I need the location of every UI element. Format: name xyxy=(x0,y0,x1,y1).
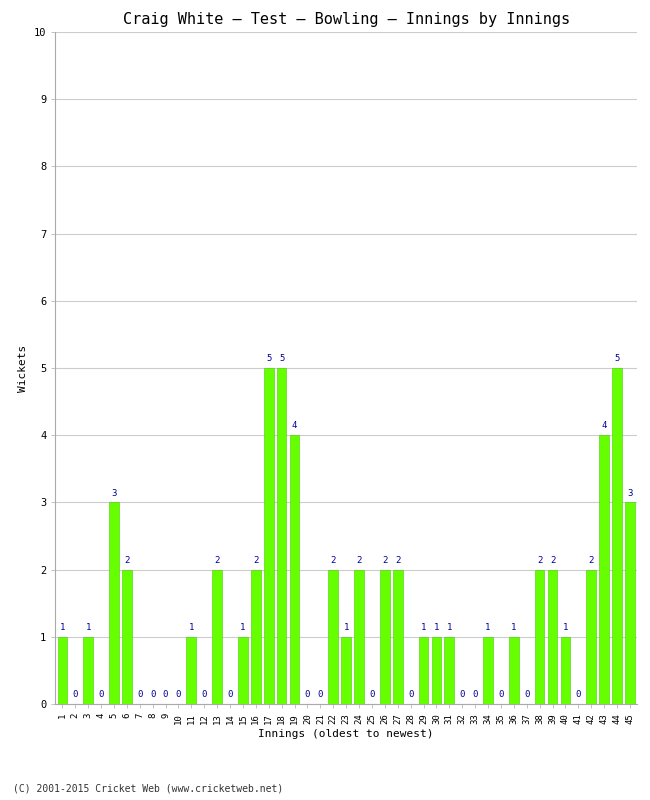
Text: 0: 0 xyxy=(524,690,529,699)
Text: 3: 3 xyxy=(627,489,632,498)
Text: 1: 1 xyxy=(563,623,568,632)
Text: 0: 0 xyxy=(150,690,155,699)
Text: 2: 2 xyxy=(356,556,361,565)
Bar xyxy=(213,570,222,704)
Bar xyxy=(548,570,557,704)
Bar xyxy=(354,570,364,704)
Text: 0: 0 xyxy=(318,690,323,699)
Text: 3: 3 xyxy=(111,489,116,498)
Text: 2: 2 xyxy=(588,556,594,565)
Bar xyxy=(560,637,570,704)
Bar xyxy=(238,637,248,704)
Bar xyxy=(290,435,300,704)
Bar xyxy=(586,570,596,704)
Bar xyxy=(380,570,389,704)
Bar xyxy=(509,637,519,704)
Text: 1: 1 xyxy=(421,623,426,632)
Text: 1: 1 xyxy=(511,623,517,632)
Text: 0: 0 xyxy=(176,690,181,699)
Text: (C) 2001-2015 Cricket Web (www.cricketweb.net): (C) 2001-2015 Cricket Web (www.cricketwe… xyxy=(13,784,283,794)
Text: 5: 5 xyxy=(279,354,284,363)
Text: 0: 0 xyxy=(305,690,310,699)
Bar xyxy=(432,637,441,704)
Bar xyxy=(625,502,635,704)
Bar xyxy=(264,368,274,704)
Text: 2: 2 xyxy=(395,556,400,565)
Text: 1: 1 xyxy=(240,623,246,632)
Bar xyxy=(612,368,622,704)
Text: 2: 2 xyxy=(253,556,259,565)
Bar xyxy=(57,637,67,704)
Bar xyxy=(109,502,119,704)
Y-axis label: Wickets: Wickets xyxy=(18,344,28,392)
Bar xyxy=(393,570,402,704)
Text: 0: 0 xyxy=(227,690,233,699)
Text: 0: 0 xyxy=(137,690,142,699)
Bar xyxy=(187,637,196,704)
Text: 0: 0 xyxy=(460,690,465,699)
Text: 1: 1 xyxy=(447,623,452,632)
Bar xyxy=(535,570,545,704)
Bar xyxy=(483,637,493,704)
Text: 5: 5 xyxy=(266,354,272,363)
Text: 4: 4 xyxy=(292,422,297,430)
Text: 0: 0 xyxy=(369,690,374,699)
Bar xyxy=(328,570,338,704)
Bar xyxy=(277,368,287,704)
Text: 2: 2 xyxy=(214,556,220,565)
Text: 0: 0 xyxy=(98,690,104,699)
Text: 0: 0 xyxy=(499,690,504,699)
Text: 4: 4 xyxy=(601,422,607,430)
Text: 2: 2 xyxy=(537,556,542,565)
Text: 2: 2 xyxy=(382,556,387,565)
Text: 1: 1 xyxy=(343,623,349,632)
Text: 0: 0 xyxy=(576,690,581,699)
Text: 2: 2 xyxy=(550,556,555,565)
Bar xyxy=(445,637,454,704)
Text: 0: 0 xyxy=(408,690,413,699)
Text: 2: 2 xyxy=(124,556,129,565)
Bar xyxy=(341,637,351,704)
Text: 0: 0 xyxy=(73,690,78,699)
Bar xyxy=(83,637,93,704)
Text: 5: 5 xyxy=(614,354,619,363)
Text: 2: 2 xyxy=(331,556,336,565)
Bar xyxy=(419,637,428,704)
Text: 0: 0 xyxy=(473,690,478,699)
X-axis label: Innings (oldest to newest): Innings (oldest to newest) xyxy=(259,730,434,739)
Bar xyxy=(251,570,261,704)
Bar xyxy=(599,435,609,704)
Text: 1: 1 xyxy=(85,623,91,632)
Text: 1: 1 xyxy=(434,623,439,632)
Text: 0: 0 xyxy=(163,690,168,699)
Text: 1: 1 xyxy=(486,623,491,632)
Bar xyxy=(122,570,132,704)
Title: Craig White – Test – Bowling – Innings by Innings: Craig White – Test – Bowling – Innings b… xyxy=(123,12,569,26)
Text: 0: 0 xyxy=(202,690,207,699)
Text: 1: 1 xyxy=(60,623,65,632)
Text: 1: 1 xyxy=(188,623,194,632)
